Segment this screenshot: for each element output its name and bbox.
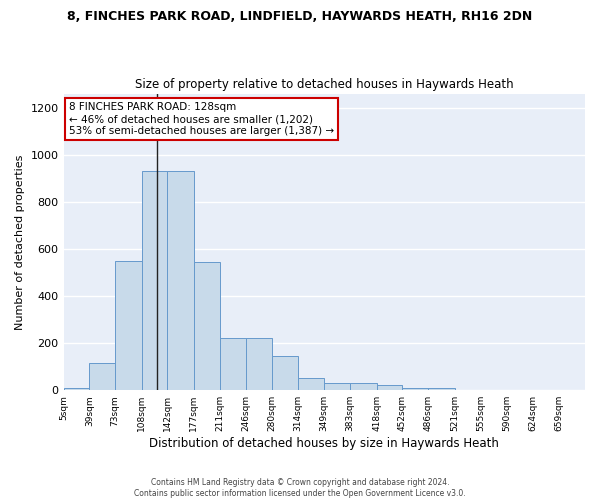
Bar [272, 356, 298, 390]
Bar [246, 338, 272, 390]
Text: 8, FINCHES PARK ROAD, LINDFIELD, HAYWARDS HEATH, RH16 2DN: 8, FINCHES PARK ROAD, LINDFIELD, HAYWARD… [67, 10, 533, 23]
Bar [403, 388, 428, 390]
Text: 8 FINCHES PARK ROAD: 128sqm
← 46% of detached houses are smaller (1,202)
53% of : 8 FINCHES PARK ROAD: 128sqm ← 46% of det… [69, 102, 334, 136]
Bar [350, 382, 377, 390]
Bar [377, 385, 403, 390]
Bar [115, 260, 142, 390]
Bar [428, 388, 455, 390]
Bar [167, 172, 194, 390]
X-axis label: Distribution of detached houses by size in Haywards Heath: Distribution of detached houses by size … [149, 437, 499, 450]
Text: Contains HM Land Registry data © Crown copyright and database right 2024.
Contai: Contains HM Land Registry data © Crown c… [134, 478, 466, 498]
Bar [89, 363, 115, 390]
Bar [194, 262, 220, 390]
Title: Size of property relative to detached houses in Haywards Heath: Size of property relative to detached ho… [135, 78, 514, 91]
Bar [142, 172, 167, 390]
Bar [64, 388, 89, 390]
Bar [324, 382, 350, 390]
Bar [298, 378, 324, 390]
Y-axis label: Number of detached properties: Number of detached properties [15, 154, 25, 330]
Bar [220, 338, 246, 390]
